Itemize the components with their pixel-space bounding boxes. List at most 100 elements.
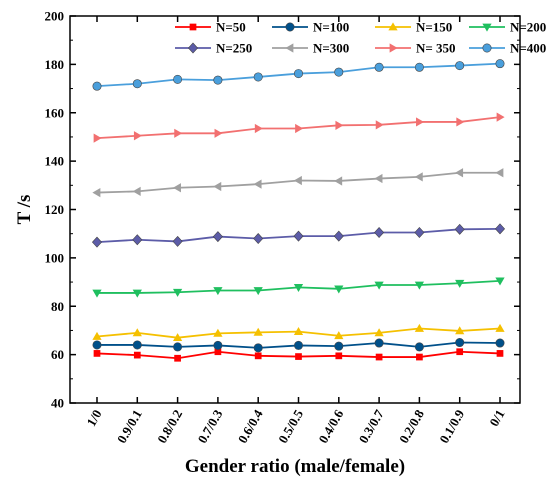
x-axis-title: Gender ratio (male/female)	[185, 456, 405, 477]
data-point-n400	[374, 62, 384, 72]
data-point-n150	[414, 323, 425, 332]
data-point-n300	[374, 173, 383, 184]
data-point-n300	[213, 181, 222, 192]
x-tick-label: 0.4/0.6	[315, 407, 346, 446]
data-point-n150	[92, 331, 102, 340]
data-point-n250	[293, 230, 304, 242]
legend: N=50 N=100 N=150 N=200 N=250 N=300 N= 350 N=400	[175, 20, 546, 56]
data-point-n350	[456, 117, 465, 127]
data-point-n350	[295, 123, 304, 134]
y-axis-title: T /s	[14, 195, 35, 225]
legend-item-n300: N=300	[272, 41, 349, 56]
legend-label: N=50	[216, 20, 246, 35]
x-tick-label: 0.1/0.9	[436, 407, 467, 446]
data-point-n200	[213, 287, 223, 296]
data-point-n300	[253, 179, 262, 189]
data-point-n300	[495, 168, 504, 178]
data-point-n200	[132, 289, 142, 298]
y-tick-label: 100	[45, 250, 65, 265]
data-point-n50	[295, 353, 302, 360]
legend-label: N=300	[313, 41, 349, 56]
data-point-n100	[213, 340, 223, 350]
data-point-n200	[334, 285, 344, 294]
y-tick-label: 60	[51, 347, 64, 362]
data-point-n100	[495, 338, 505, 348]
legend-item-n150: N=150	[375, 20, 452, 35]
data-point-n400	[495, 59, 505, 69]
data-point-n350	[254, 123, 263, 134]
data-point-n400	[213, 75, 223, 85]
data-point-n250	[333, 230, 344, 242]
y-tick-label: 120	[45, 202, 65, 217]
data-point-n100	[132, 340, 142, 350]
data-point-n150	[132, 328, 142, 337]
series-n200	[92, 277, 505, 298]
x-tick-label: 0.7/0.3	[194, 407, 225, 446]
x-tick-label: 0/1	[486, 407, 507, 429]
legend-item-n250: N=250	[175, 41, 252, 56]
legend-marker	[285, 22, 295, 32]
data-point-n400	[92, 81, 102, 91]
legend-marker	[189, 23, 197, 31]
data-point-n150	[455, 326, 465, 335]
data-point-n250	[132, 234, 143, 246]
data-point-n100	[414, 342, 424, 352]
x-tick-label: 0.5/0.5	[275, 407, 306, 446]
data-point-n400	[132, 79, 142, 89]
data-point-n50	[93, 350, 101, 357]
data-point-n300	[414, 172, 423, 182]
data-point-n350	[496, 112, 505, 122]
data-point-n100	[293, 340, 303, 350]
data-point-n150	[213, 328, 223, 337]
y-tick-label: 200	[45, 9, 65, 24]
data-point-n250	[494, 223, 506, 235]
data-point-n50	[174, 354, 181, 362]
data-point-n300	[92, 187, 101, 198]
data-point-n50	[254, 352, 262, 360]
data-point-n150	[293, 327, 304, 336]
legend-label: N=150	[416, 20, 452, 35]
legend-item-n50: N=50	[175, 20, 246, 35]
data-point-n350	[133, 131, 142, 141]
x-tick-label: 1/0	[83, 407, 104, 429]
data-point-n250	[91, 236, 103, 248]
legend-item-n400: N=400	[469, 41, 546, 56]
legend-item-n100: N=100	[272, 20, 349, 35]
data-point-n50	[214, 348, 222, 356]
data-point-n250	[172, 235, 183, 247]
data-point-n200	[455, 279, 465, 288]
x-tick-label: 0.9/0.1	[114, 407, 145, 446]
data-point-n100	[92, 340, 102, 350]
data-point-n350	[416, 117, 425, 127]
data-point-n50	[375, 353, 383, 361]
data-point-n350	[375, 120, 384, 130]
data-point-n200	[253, 287, 263, 296]
data-point-n100	[455, 338, 465, 348]
series-n350	[93, 112, 505, 143]
data-point-n250	[454, 223, 465, 235]
x-tick-label: 0.3/0.7	[356, 407, 387, 446]
legend-label: N= 350	[416, 41, 456, 56]
series-n100	[92, 338, 505, 353]
data-point-n300	[334, 176, 343, 186]
data-point-n250	[253, 233, 264, 245]
legend-label: N=100	[313, 20, 349, 35]
y-tick-label: 140	[45, 154, 65, 169]
legend-marker	[187, 42, 199, 54]
series-n50	[93, 348, 504, 362]
y-tick-label: 160	[45, 105, 65, 120]
x-tick-label: 0.6/0.4	[235, 407, 266, 446]
data-point-n150	[374, 328, 384, 337]
data-point-n350	[174, 128, 183, 138]
data-point-n250	[374, 226, 385, 238]
y-tick-label: 180	[45, 57, 65, 72]
data-point-n400	[293, 69, 303, 79]
data-point-n250	[212, 231, 223, 243]
data-point-n400	[173, 74, 183, 84]
x-tick-label: 0.2/0.8	[396, 407, 427, 446]
data-point-n150	[253, 327, 263, 336]
data-point-n200	[293, 284, 304, 293]
data-point-n100	[253, 343, 263, 353]
